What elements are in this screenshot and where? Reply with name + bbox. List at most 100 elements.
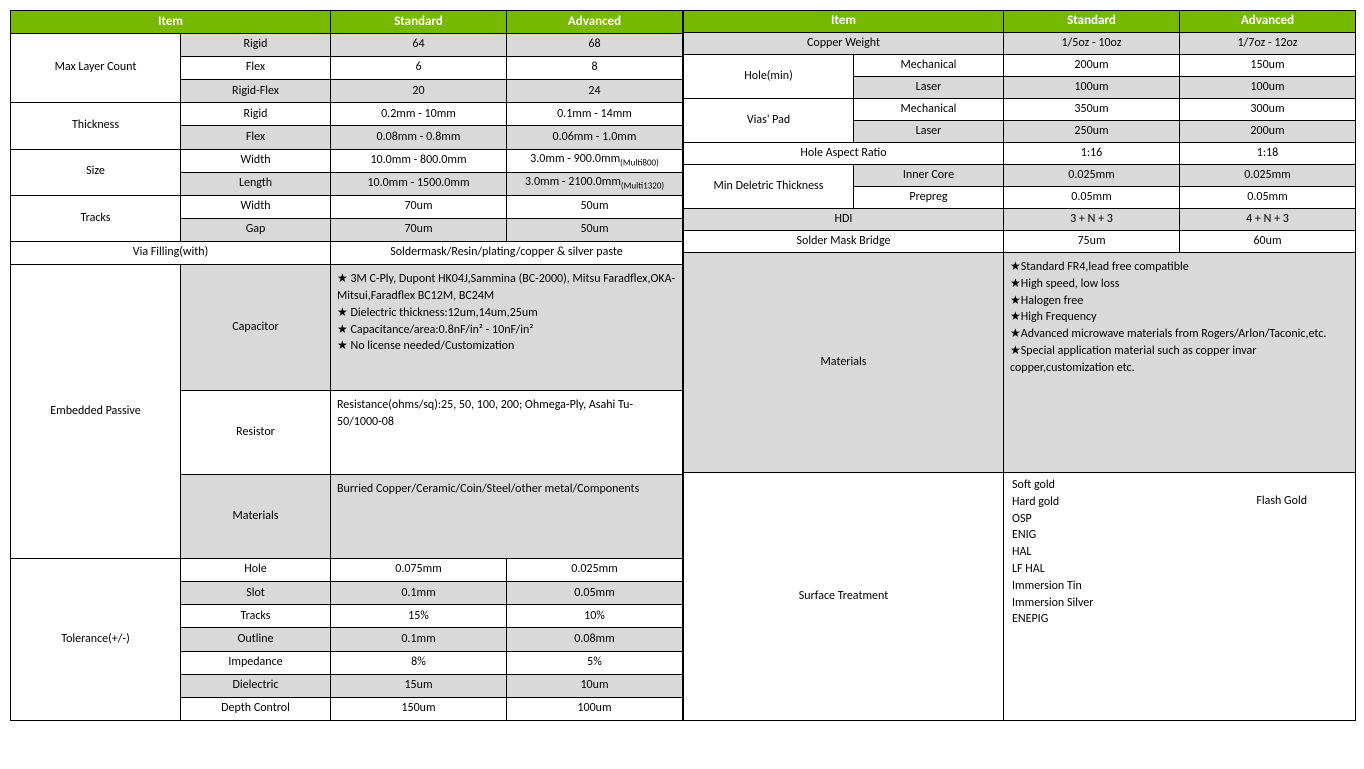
emb-mat-lbl: Materials xyxy=(181,475,331,559)
th-rigid-std: 0.2mm - 10mm xyxy=(331,103,507,126)
hdr-item-r: Item xyxy=(684,11,1004,33)
tol-hole-adv: 0.025mm xyxy=(507,559,683,582)
hole-laser-adv: 100um xyxy=(1180,77,1356,99)
tol-out-std: 0.1mm xyxy=(331,628,507,651)
tr-g-std: 70um xyxy=(331,219,507,242)
sz-w-adv: 3.0mm - 900.0mm(Multi800) xyxy=(507,149,683,172)
cw-std: 1/5oz - 10oz xyxy=(1004,33,1180,55)
hdr-std-r: Standard xyxy=(1004,11,1180,33)
ml-rigid-adv: 68 xyxy=(507,34,683,57)
tol-imp-adv: 5% xyxy=(507,651,683,674)
md-ic-adv: 0.025mm xyxy=(1180,165,1356,187)
vias-lbl: Vias' Pad xyxy=(684,99,854,143)
vias-mech-std: 350um xyxy=(1004,99,1180,121)
sz-l-lbl: Length xyxy=(181,172,331,195)
tr-g-adv: 50um xyxy=(507,219,683,242)
size-label: Size xyxy=(11,149,181,195)
viafilling-label: Via Filling(with) xyxy=(11,242,331,265)
viafilling-val: Soldermask/Resin/plating/copper & silver… xyxy=(331,242,683,265)
tol-imp-lbl: Impedance xyxy=(181,651,331,674)
hole-laser-lbl: Laser xyxy=(854,77,1004,99)
mat-val: ★Standard FR4,lead free compatible ★High… xyxy=(1004,253,1356,473)
hdr-adv-r: Advanced xyxy=(1180,11,1356,33)
vias-laser-adv: 200um xyxy=(1180,121,1356,143)
tol-tr-lbl: Tracks xyxy=(181,605,331,628)
emb-cap-val: ★ 3M C-Ply, Dupont HK04J,Sammina (BC-200… xyxy=(331,265,683,391)
tol-hole-lbl: Hole xyxy=(181,559,331,582)
tracks-label: Tracks xyxy=(11,195,181,241)
tol-out-lbl: Outline xyxy=(181,628,331,651)
surf-lbl: Surface Treatment xyxy=(684,473,1004,721)
embedded-label: Embedded Passive xyxy=(11,265,181,559)
ml-rf-lbl: Rigid-Flex xyxy=(181,80,331,103)
md-ic-lbl: Inner Core xyxy=(854,165,1004,187)
spec-table-wrapper: Item Standard Advanced Max Layer Count R… xyxy=(10,10,1354,721)
cw-adv: 1/7oz - 12oz xyxy=(1180,33,1356,55)
smb-adv: 60um xyxy=(1180,231,1356,253)
har-std: 1:16 xyxy=(1004,143,1180,165)
hdi-adv: 4 + N + 3 xyxy=(1180,209,1356,231)
tol-imp-std: 8% xyxy=(331,651,507,674)
emb-res-val: Resistance(ohms/sq):25, 50, 100, 200; Oh… xyxy=(331,391,683,475)
tol-dep-adv: 100um xyxy=(507,697,683,720)
thickness-label: Thickness xyxy=(11,103,181,149)
md-pp-lbl: Prepreg xyxy=(854,187,1004,209)
hdr-item-l: Item xyxy=(11,11,331,34)
tol-slot-adv: 0.05mm xyxy=(507,582,683,605)
tol-die-std: 15um xyxy=(331,674,507,697)
th-flex-lbl: Flex xyxy=(181,126,331,149)
ml-rigid-std: 64 xyxy=(331,34,507,57)
max-layer-label: Max Layer Count xyxy=(11,34,181,103)
har-adv: 1:18 xyxy=(1180,143,1356,165)
har-lbl: Hole Aspect Ratio xyxy=(684,143,1004,165)
emb-res-lbl: Resistor xyxy=(181,391,331,475)
tol-dep-std: 150um xyxy=(331,697,507,720)
md-pp-adv: 0.05mm xyxy=(1180,187,1356,209)
md-pp-std: 0.05mm xyxy=(1004,187,1180,209)
vias-laser-std: 250um xyxy=(1004,121,1180,143)
th-flex-std: 0.08mm - 0.8mm xyxy=(331,126,507,149)
emb-mat-val: Burried Copper/Ceramic/Coin/Steel/other … xyxy=(331,475,683,559)
right-table: Item Standard Advanced Copper Weight 1/5… xyxy=(683,10,1356,721)
tol-tr-adv: 10% xyxy=(507,605,683,628)
tr-w-adv: 50um xyxy=(507,195,683,218)
smb-lbl: Solder Mask Bridge xyxy=(684,231,1004,253)
tr-g-lbl: Gap xyxy=(181,219,331,242)
left-table: Item Standard Advanced Max Layer Count R… xyxy=(10,10,683,721)
hole-mech-std: 200um xyxy=(1004,55,1180,77)
hole-mech-lbl: Mechanical xyxy=(854,55,1004,77)
sz-w-std: 10.0mm - 800.0mm xyxy=(331,149,507,172)
ml-flex-std: 6 xyxy=(331,57,507,80)
th-rigid-lbl: Rigid xyxy=(181,103,331,126)
tolerance-label: Tolerance(+/-) xyxy=(11,559,181,721)
sz-l-std: 10.0mm - 1500.0mm xyxy=(331,172,507,195)
hdr-adv-l: Advanced xyxy=(507,11,683,34)
sz-w-lbl: Width xyxy=(181,149,331,172)
ml-rf-adv: 24 xyxy=(507,80,683,103)
smb-std: 75um xyxy=(1004,231,1180,253)
emb-cap-lbl: Capacitor xyxy=(181,265,331,391)
hole-lbl: Hole(min) xyxy=(684,55,854,99)
hdi-lbl: HDI xyxy=(684,209,1004,231)
vias-mech-adv: 300um xyxy=(1180,99,1356,121)
tol-die-lbl: Dielectric xyxy=(181,674,331,697)
ml-flex-adv: 8 xyxy=(507,57,683,80)
tol-hole-std: 0.075mm xyxy=(331,559,507,582)
tr-w-lbl: Width xyxy=(181,195,331,218)
surf-val: Soft gold Hard gold OSP ENIG HAL LF HAL … xyxy=(1004,473,1356,721)
tol-tr-std: 15% xyxy=(331,605,507,628)
sz-l-adv: 3.0mm - 2100.0mm(Multi1320) xyxy=(507,172,683,195)
md-lbl: Min Deletric Thickness xyxy=(684,165,854,209)
vias-laser-lbl: Laser xyxy=(854,121,1004,143)
hdi-std: 3 + N + 3 xyxy=(1004,209,1180,231)
tol-dep-lbl: Depth Control xyxy=(181,697,331,720)
hole-mech-adv: 150um xyxy=(1180,55,1356,77)
tol-slot-std: 0.1mm xyxy=(331,582,507,605)
th-rigid-adv: 0.1mm - 14mm xyxy=(507,103,683,126)
hdr-std-l: Standard xyxy=(331,11,507,34)
mat-lbl: Materials xyxy=(684,253,1004,473)
tol-die-adv: 10um xyxy=(507,674,683,697)
th-flex-adv: 0.06mm - 1.0mm xyxy=(507,126,683,149)
md-ic-std: 0.025mm xyxy=(1004,165,1180,187)
tol-slot-lbl: Slot xyxy=(181,582,331,605)
